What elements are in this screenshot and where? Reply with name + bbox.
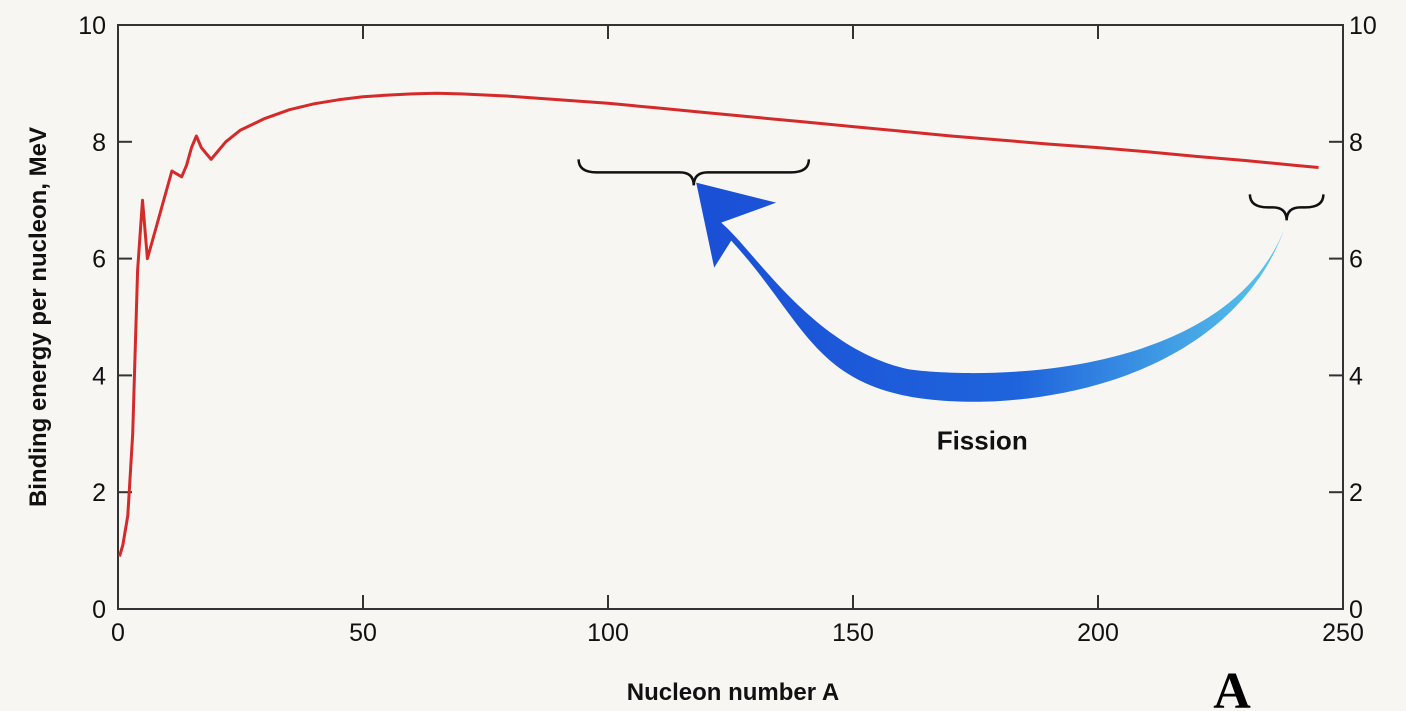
- y-tick-label-left: 6: [92, 246, 106, 274]
- x-axis-label: Nucleon number A: [627, 679, 839, 706]
- x-axis: 0 50 100 150 200 250: [111, 25, 1364, 647]
- y-tick-label-right: 6: [1349, 246, 1363, 274]
- y-axis-label: Binding energy per nucleon, MeV: [25, 127, 52, 507]
- plot-frame: [117, 24, 1344, 610]
- x-tick-label: 200: [1077, 619, 1119, 647]
- x-tick-label: 100: [587, 619, 629, 647]
- fission-arrow: [696, 182, 1285, 402]
- y-tick-label-right: 4: [1349, 362, 1363, 390]
- panel-label: A: [1213, 663, 1251, 711]
- right-y-axis: 0 2 4 6 8 10: [1329, 12, 1377, 624]
- left-y-axis: 0 2 4 6 8 10: [78, 12, 132, 624]
- y-tick-label-right: 10: [1349, 12, 1377, 40]
- y-tick-label-right: 0: [1349, 596, 1363, 624]
- x-tick-label: 0: [111, 619, 125, 647]
- y-tick-label-right: 8: [1349, 129, 1363, 157]
- fission-label: Fission: [937, 425, 1028, 455]
- y-tick-label-left: 2: [92, 479, 106, 507]
- binding-energy-curve: [118, 91, 1319, 557]
- y-tick-label-left: 8: [92, 129, 106, 157]
- x-tick-label: 250: [1322, 619, 1364, 647]
- y-tick-label-right: 2: [1349, 479, 1363, 507]
- x-tick-label: 150: [832, 619, 874, 647]
- y-tick-label-left: 0: [92, 596, 106, 624]
- heavy-nuclei-brace: [1248, 194, 1325, 221]
- y-tick-label-left: 10: [78, 12, 106, 40]
- fission-fragments-brace: [577, 159, 811, 186]
- y-tick-label-left: 4: [92, 362, 106, 390]
- x-tick-label: 50: [349, 619, 377, 647]
